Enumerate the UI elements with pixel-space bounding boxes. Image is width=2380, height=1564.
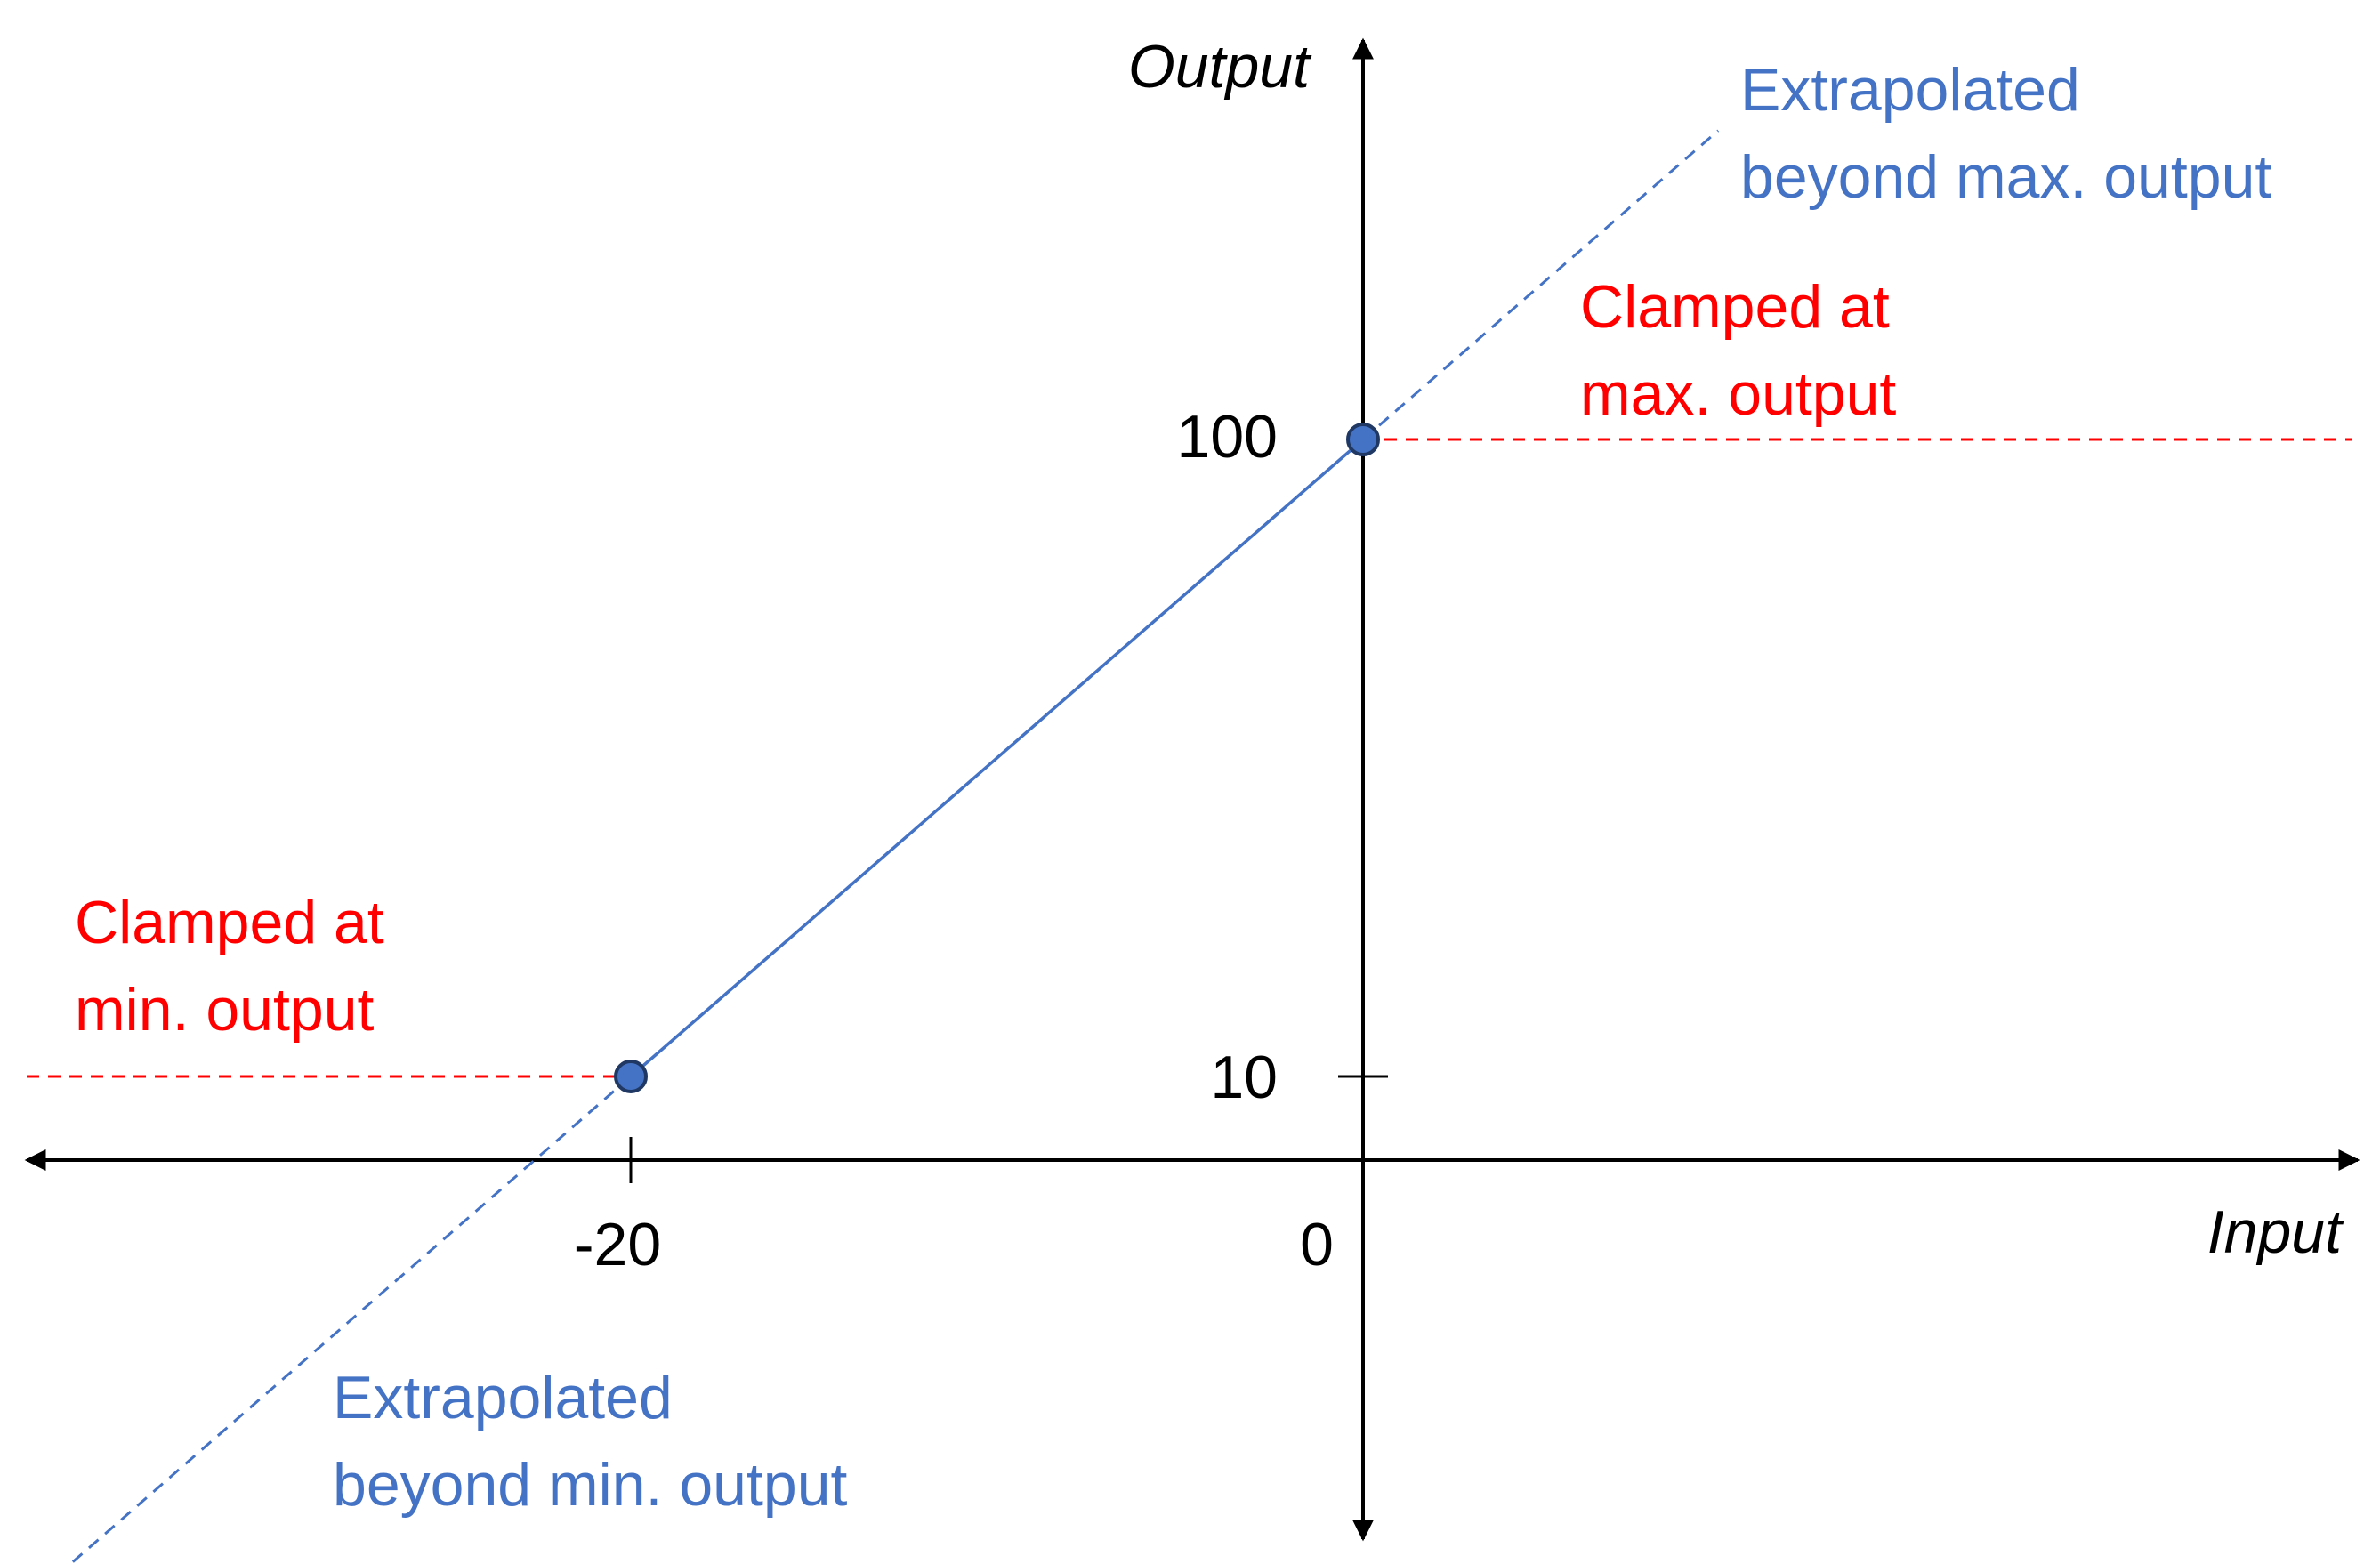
annotation-clamped-min-line2: min. output <box>75 976 375 1044</box>
extrapolated-max-line <box>1362 129 1720 441</box>
y-axis-label: Output <box>1128 33 1312 101</box>
annotation-extrapolated-max-line1: Extrapolated <box>1740 56 2080 124</box>
annotation-clamped-max-line2: max. output <box>1580 360 1896 428</box>
annotation-clamped-max-line1: Clamped at <box>1580 273 1890 341</box>
annotation-clamped-max: Clamped at max. output <box>1580 273 1907 428</box>
annotation-extrapolated-max: Extrapolated beyond max. output <box>1740 56 2271 211</box>
annotation-extrapolated-min-line1: Extrapolated <box>333 1364 673 1431</box>
x-tick-label-minus-20: -20 <box>574 1211 661 1278</box>
annotation-clamped-min: Clamped at min. output <box>75 889 401 1044</box>
x-axis-label: Input <box>2207 1198 2344 1266</box>
y-tick-label-10: 10 <box>1210 1044 1278 1111</box>
control-point-min <box>614 1060 648 1093</box>
annotation-clamped-min-line1: Clamped at <box>75 889 384 956</box>
extrapolated-min-line <box>68 1075 632 1564</box>
annotation-extrapolated-min-line2: beyond min. output <box>333 1451 848 1519</box>
interpolated-line <box>629 438 1365 1078</box>
y-tick-label-100: 100 <box>1177 403 1278 471</box>
x-tick-label-0: 0 <box>1300 1211 1334 1278</box>
annotation-extrapolated-min: Extrapolated beyond min. output <box>333 1364 848 1519</box>
control-point-max <box>1346 423 1380 456</box>
annotation-extrapolated-max-line2: beyond max. output <box>1740 143 2271 211</box>
